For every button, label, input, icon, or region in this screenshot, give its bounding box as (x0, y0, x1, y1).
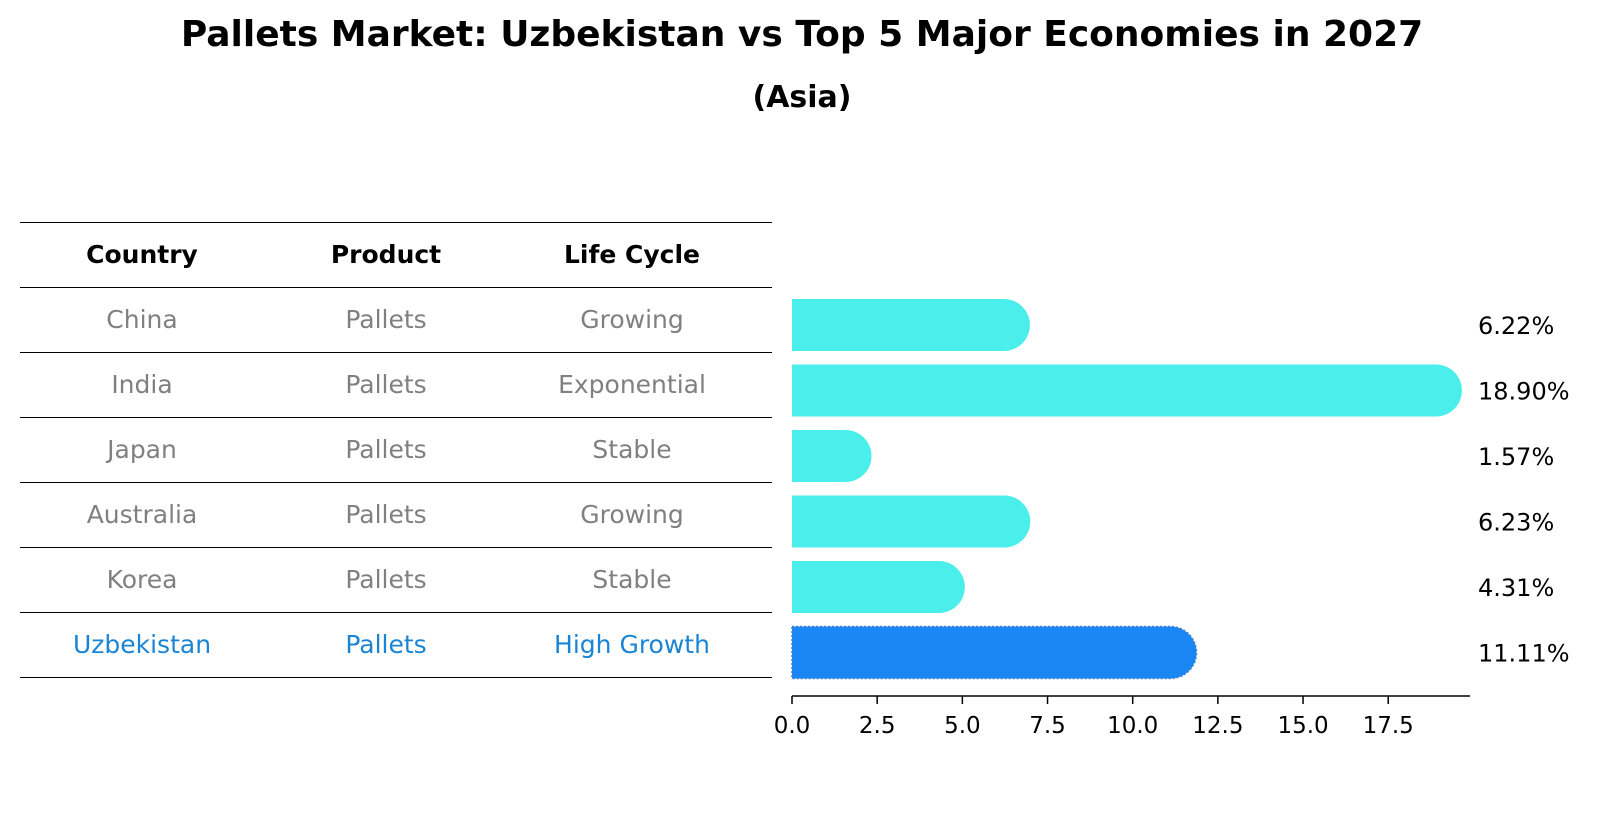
bar-china (792, 299, 1030, 351)
table-cell-product: Pallets (345, 369, 427, 399)
bar-uzbekistan (791, 625, 1198, 680)
bar-value-label: 11.11% (1478, 640, 1570, 668)
table-cell-country: Korea (106, 564, 178, 594)
bar-korea (792, 561, 965, 613)
table-rule (20, 417, 772, 418)
bar-value-label: 6.23% (1478, 509, 1554, 537)
table-cell-product: Pallets (345, 564, 427, 594)
x-tick-label: 0.0 (774, 713, 811, 739)
table-rule (20, 352, 772, 353)
table-rule (20, 547, 772, 548)
table-cell-product: Pallets (345, 304, 427, 334)
x-tick-label: 15.0 (1277, 713, 1328, 739)
table-cell-country: Japan (107, 434, 177, 464)
header-life-cycle: Life Cycle (563, 239, 701, 269)
table-cell-life-cycle: Stable (592, 434, 672, 464)
table-cell-country: Australia (86, 499, 198, 529)
table-cell-life-cycle: Exponential (558, 369, 706, 399)
bar-india (792, 364, 1462, 417)
x-tick-label: 12.5 (1192, 713, 1243, 739)
bar-value-label: 18.90% (1478, 378, 1570, 406)
x-tick-label: 7.5 (1029, 713, 1066, 739)
table-cell-product: Pallets (345, 434, 427, 464)
table-rule (20, 482, 772, 483)
table-cell-country: Uzbekistan (72, 629, 212, 659)
table-rule (20, 612, 772, 613)
bar-japan (792, 430, 872, 482)
header-product: Product (330, 239, 442, 269)
table-cell-product: Pallets (345, 629, 427, 659)
bar-value-label: 4.31% (1478, 574, 1554, 602)
bar-value-label: 6.22% (1478, 312, 1554, 340)
chart-title: Pallets Market: Uzbekistan vs Top 5 Majo… (180, 14, 1424, 55)
chart-subtitle: (Asia) (752, 80, 852, 115)
table-cell-life-cycle: Stable (592, 564, 672, 594)
table-cell-life-cycle: High Growth (554, 629, 710, 659)
table-cell-product: Pallets (345, 499, 427, 529)
table-rule (20, 222, 772, 223)
x-tick-label: 2.5 (859, 713, 896, 739)
table-cell-life-cycle: Growing (580, 304, 684, 334)
x-tick-label: 10.0 (1107, 713, 1158, 739)
header-country: Country (86, 239, 198, 269)
bar-value-label: 1.57% (1478, 443, 1554, 471)
table-rule (20, 677, 772, 678)
table-rule (20, 287, 772, 288)
table-cell-life-cycle: Growing (580, 499, 684, 529)
bar-australia (792, 495, 1031, 548)
table-cell-country: India (111, 369, 173, 399)
x-tick-label: 5.0 (944, 713, 981, 739)
x-tick-label: 17.5 (1363, 713, 1414, 739)
table-cell-country: China (106, 304, 178, 334)
